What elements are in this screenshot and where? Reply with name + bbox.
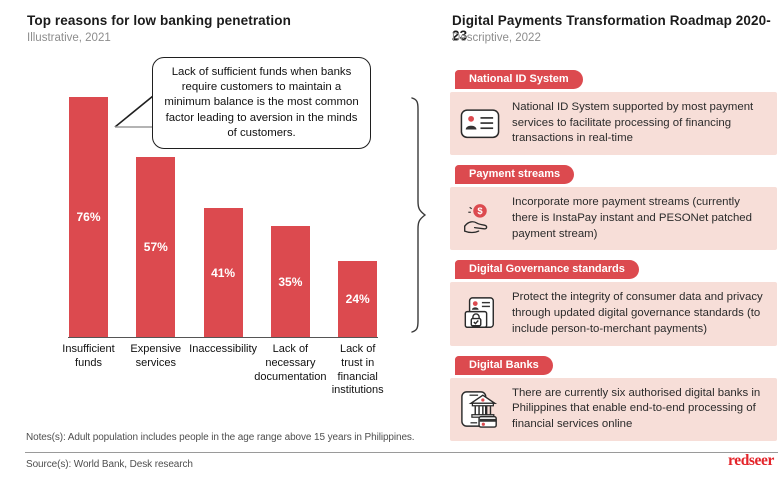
roadmap-item-label: Digital Banks <box>455 355 553 375</box>
roadmap-item-text: Incorporate more payment streams (curren… <box>512 196 752 240</box>
right-panel-title: Digital Payments Transformation Roadmap … <box>452 13 771 43</box>
roadmap-item-payment-streams: Payment streams $ Incorporate more payme… <box>450 165 777 251</box>
id-card-icon <box>459 108 501 139</box>
right-panel-subtitle: Descriptive, 2022 <box>452 32 541 44</box>
bar-value-label: 35% <box>278 274 303 289</box>
redseer-logo: redseer <box>728 452 774 469</box>
bar-category-label: Expensive services <box>130 343 182 369</box>
bar-category-label: Inaccessibility <box>189 343 258 355</box>
bar-value-label: 57% <box>143 240 168 254</box>
callout-box: Lack of sufficient funds when banks requ… <box>152 57 371 149</box>
bar: 57% <box>136 157 176 337</box>
bar: 41% <box>203 208 243 337</box>
x-axis-line <box>68 337 378 338</box>
bar: 76% <box>69 97 108 337</box>
roadmap-item-national-id: National ID System National ID System su… <box>450 70 777 156</box>
svg-text:$: $ <box>477 206 483 217</box>
footer-source: Source(s): World Bank, Desk research <box>26 459 193 470</box>
roadmap-item-text: There are currently six authorised digit… <box>512 386 761 431</box>
bar-category-label: Lack of necessary documentation <box>254 343 327 383</box>
bar-category-label: Lack of trust in financial institutions <box>331 343 384 397</box>
roadmap-item-card: $ Incorporate more payment streams (curr… <box>450 187 777 251</box>
bar: 35% <box>270 226 310 337</box>
bar-value-label: 41% <box>211 265 236 280</box>
bar-value-label: 24% <box>345 292 370 306</box>
roadmap-item-card: There are currently six authorised digit… <box>450 377 777 441</box>
callout-pointer <box>114 95 154 128</box>
roadmap-item-card: Protect the integrity of consumer data a… <box>450 282 777 346</box>
footer-notes: Notes(s): Adult population includes peop… <box>26 432 415 443</box>
brace-connector <box>411 97 427 333</box>
roadmap-item-label: Payment streams <box>455 165 575 185</box>
roadmap-item-card: National ID System supported by most pay… <box>450 92 777 156</box>
digital-bank-icon <box>459 389 501 429</box>
roadmap-item-digital-banks: Digital Banks <box>450 355 777 441</box>
callout-text: Lack of sufficient funds when banks requ… <box>164 66 359 139</box>
roadmap-item-label: National ID System <box>455 70 583 89</box>
roadmap-list: National ID System National ID System su… <box>450 70 777 441</box>
bar-category-label: Insufficient funds <box>62 343 115 369</box>
hand-coin-icon: $ <box>459 201 501 237</box>
bar: 24% <box>338 261 378 337</box>
left-panel-title: Top reasons for low banking penetration <box>27 13 291 28</box>
roadmap-item-governance: Digital Governance standards <box>450 260 777 346</box>
roadmap-item-text: Protect the integrity of consumer data a… <box>512 291 763 335</box>
bar-chart: 76% 57% 41% 35% 24% <box>69 97 378 337</box>
roadmap-item-label: Digital Governance standards <box>455 260 639 280</box>
footer-divider <box>25 452 778 453</box>
bar-value-label: 76% <box>76 210 101 224</box>
privacy-folder-icon <box>459 296 501 332</box>
roadmap-item-text: National ID System supported by most pay… <box>512 101 754 145</box>
left-panel-subtitle: Illustrative, 2021 <box>27 32 111 44</box>
